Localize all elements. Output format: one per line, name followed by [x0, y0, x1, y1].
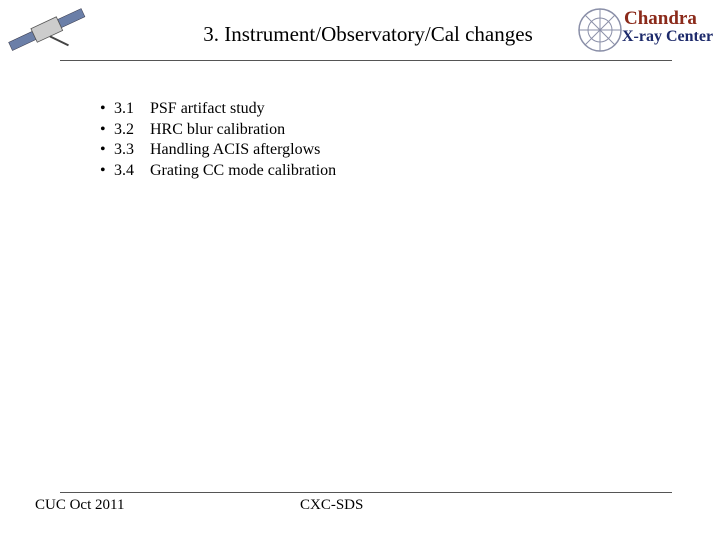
item-number: 3.1	[114, 100, 134, 117]
item-number: 3.3	[114, 141, 134, 159]
item-text: Grating CC mode calibration	[150, 162, 337, 180]
item-text: Handling ACIS afterglows	[150, 141, 321, 159]
header-rule	[60, 60, 672, 61]
bullet: •	[100, 141, 106, 159]
footer-right: CXC-SDS	[300, 497, 364, 513]
list-item: • 3.3 Handling ACIS afterglows	[100, 140, 336, 161]
footer-left: CUC Oct 2011	[35, 497, 125, 513]
footer-rule	[60, 492, 672, 493]
item-text: HRC blur calibration	[150, 120, 286, 138]
bullet: •	[100, 162, 106, 180]
bullet: •	[100, 120, 106, 138]
logo-emblem	[578, 8, 622, 52]
item-number: 3.2	[114, 120, 134, 138]
item-number: 3.4	[114, 162, 134, 180]
logo-name: Chandra	[624, 8, 697, 29]
list-item: • 3.1 PSF artifact study	[100, 99, 336, 120]
bullet: •	[100, 100, 106, 117]
logo-subtitle: X-ray Center	[622, 28, 714, 45]
list-item: • 3.4 Grating CC mode calibration	[100, 161, 336, 182]
item-text: PSF artifact study	[150, 100, 265, 117]
slide-title: 3. Instrument/Observatory/Cal changes	[203, 22, 533, 46]
item-list: • 3.1 PSF artifact study • 3.2 HRC blur calib…	[100, 99, 336, 182]
list-item: • 3.2 HRC blur calibration	[100, 120, 336, 141]
satellite-icon	[8, 8, 86, 51]
